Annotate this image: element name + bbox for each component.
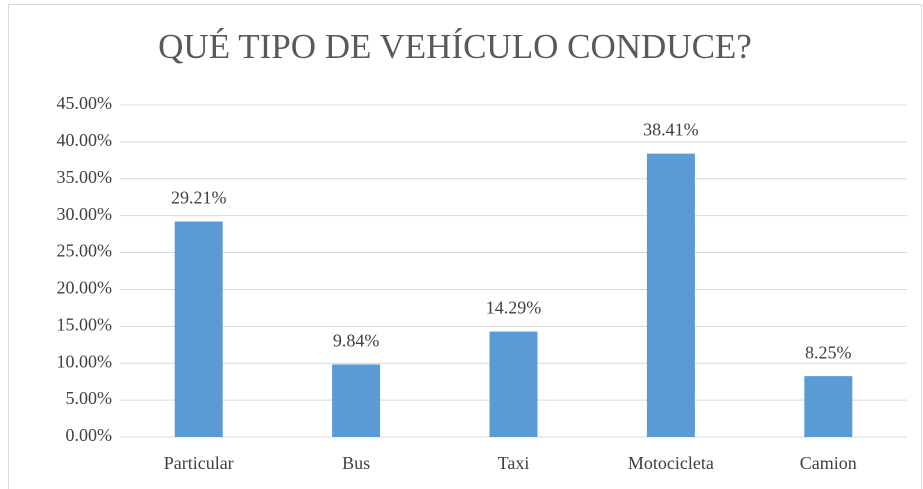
y-tick-label: 35.00% — [57, 167, 113, 187]
y-tick-label: 10.00% — [57, 351, 113, 371]
y-tick-label: 30.00% — [57, 204, 113, 224]
bar — [174, 221, 223, 437]
data-label: 29.21% — [171, 188, 227, 208]
chart-title: QUÉ TIPO DE VEHÍCULO CONDUCE? — [158, 27, 752, 66]
bar — [489, 331, 538, 437]
data-label: 14.29% — [486, 298, 542, 318]
bar — [646, 153, 695, 437]
x-tick-label: Taxi — [498, 453, 530, 473]
x-tick-label: Particular — [164, 453, 234, 473]
x-tick-label: Bus — [342, 453, 370, 473]
data-label: 38.41% — [643, 120, 699, 140]
x-tick-label: Motocicleta — [628, 453, 714, 473]
y-tick-label: 5.00% — [66, 388, 113, 408]
y-tick-label: 15.00% — [57, 314, 113, 334]
y-tick-label: 20.00% — [57, 278, 113, 298]
x-tick-label: Camion — [800, 453, 857, 473]
bar — [332, 364, 381, 437]
data-label: 9.84% — [333, 331, 380, 351]
y-tick-label: 0.00% — [66, 425, 113, 445]
bar — [804, 376, 853, 437]
y-tick-label: 45.00% — [57, 93, 113, 113]
chart-border — [8, 4, 922, 489]
data-label: 8.25% — [805, 342, 852, 362]
y-tick-label: 40.00% — [57, 130, 113, 150]
y-tick-label: 25.00% — [57, 241, 113, 261]
